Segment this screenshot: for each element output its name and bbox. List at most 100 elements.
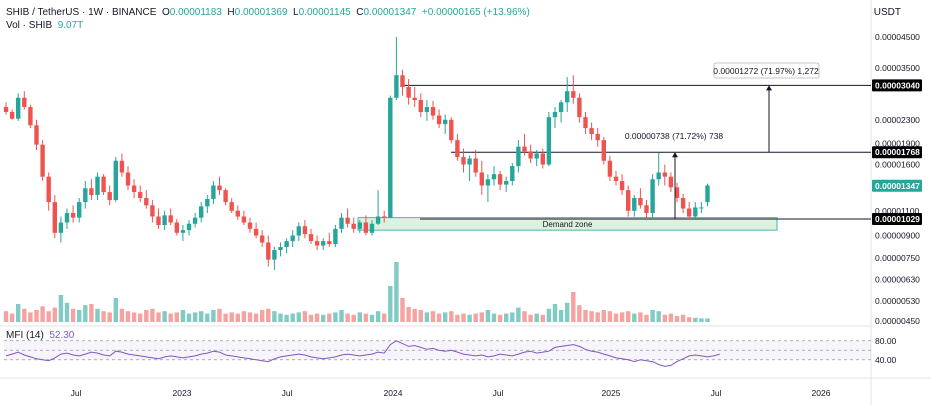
volume-bar: [656, 311, 661, 322]
candle: [22, 91, 27, 110]
currency-label[interactable]: USDT: [873, 7, 901, 18]
candle-body: [162, 215, 167, 226]
candle: [138, 185, 143, 203]
volume-bar: [607, 311, 613, 322]
candle-body: [260, 235, 265, 243]
volume-bar: [168, 313, 173, 322]
candle-body: [516, 146, 521, 167]
volume-bar: [632, 313, 637, 322]
candle-body: [345, 217, 350, 224]
candle: [455, 133, 460, 161]
candle: [107, 185, 112, 206]
volume-bar: [461, 313, 466, 322]
time-tick-label: Jul: [282, 388, 293, 398]
candle: [650, 174, 655, 218]
price-axis[interactable]: 0.00004500 0.00003500 0.00002300 0.00001900…: [875, 32, 920, 326]
volume-bar: [77, 310, 82, 322]
volume-bar: [89, 304, 94, 322]
mfi-label[interactable]: MFI (14): [6, 330, 44, 341]
candle-body: [113, 160, 118, 201]
candle: [284, 238, 289, 254]
chart-header: SHIB / TetherUS · 1W · BINANCE O0.000011…: [6, 7, 530, 18]
volume-bar: [357, 312, 362, 322]
mfi-legend: MFI (14) 52.30: [6, 330, 74, 341]
candle-body: [186, 223, 192, 231]
candle-body: [3, 107, 9, 112]
open-label: O: [161, 7, 170, 18]
candle: [241, 210, 247, 226]
volume-bar: [650, 310, 655, 322]
volume-bar: [497, 314, 503, 322]
mfi-axis: 80.00 40.00: [875, 336, 897, 365]
candle: [321, 238, 326, 251]
price-badge: 0.00003040: [872, 79, 922, 92]
candle-body: [449, 119, 454, 141]
volume-bar: [528, 314, 533, 322]
candle-body: [314, 241, 320, 246]
candle-body: [595, 133, 600, 141]
candle: [601, 137, 606, 165]
symbol-title[interactable]: SHIB / TetherUS · 1W · BINANCE: [6, 7, 157, 18]
volume-bar: [28, 312, 33, 322]
volume-bar: [40, 306, 45, 322]
candle-body: [388, 97, 393, 218]
candle: [510, 163, 515, 186]
time-tick-label: Jul: [493, 388, 504, 398]
volume-bar: [589, 311, 594, 322]
candle: [223, 188, 228, 206]
candle: [9, 109, 15, 120]
volume-label[interactable]: Vol · SHIB: [6, 20, 53, 31]
mfi-tick-label: 80.00: [875, 336, 897, 346]
candle: [302, 220, 308, 239]
candle: [131, 179, 137, 198]
measure-large[interactable]: 0.00001272 (71.97%) 1,272: [713, 62, 820, 153]
candle-body: [9, 111, 15, 119]
volume-bar: [180, 310, 186, 322]
volume-bar: [491, 313, 497, 322]
volume-bar: [260, 310, 265, 322]
measure-small[interactable]: 0.00000738 (71.72%) 738: [625, 131, 724, 219]
candle: [125, 166, 131, 191]
volume-bar: [626, 311, 631, 322]
candle-body: [382, 216, 387, 218]
candle: [339, 213, 344, 233]
candle: [95, 172, 100, 201]
candle: [89, 179, 94, 201]
candle: [430, 100, 436, 120]
time-axis[interactable]: Jul 2023 Jul 2024 Jul 2025 Jul 2026: [71, 388, 831, 398]
candle: [558, 100, 564, 123]
volume-bar: [199, 311, 204, 322]
volume-bar: [687, 317, 692, 322]
volume-bar: [3, 311, 9, 322]
candle: [314, 235, 320, 251]
volume-bar: [382, 313, 387, 322]
volume-bar: [577, 305, 582, 322]
volume-bar: [534, 313, 539, 322]
volume-bar: [369, 314, 375, 322]
candle: [144, 190, 149, 209]
candle-body: [77, 202, 82, 218]
candle: [363, 215, 369, 236]
price-tick-label: 0.00004500: [875, 32, 920, 42]
volume-bar: [186, 313, 192, 322]
volume-bar: [192, 312, 198, 322]
candle-body: [455, 140, 460, 158]
candle-body: [40, 144, 45, 177]
candle: [272, 246, 277, 271]
candle-body: [205, 199, 210, 207]
volume-bar: [467, 314, 472, 322]
volume-bar: [217, 308, 222, 322]
candle-body: [546, 117, 552, 165]
volume-bar: [266, 308, 271, 322]
candle: [3, 102, 9, 115]
measure-large-box: [713, 62, 820, 79]
candle-body: [467, 158, 472, 165]
candle-body: [247, 222, 253, 229]
candle-body: [571, 91, 576, 98]
high-value: 0.00001369: [234, 7, 288, 18]
time-tick-label: Jul: [71, 388, 82, 398]
volume-bar: [388, 286, 393, 322]
candle-body: [705, 185, 710, 203]
candle: [473, 150, 478, 177]
